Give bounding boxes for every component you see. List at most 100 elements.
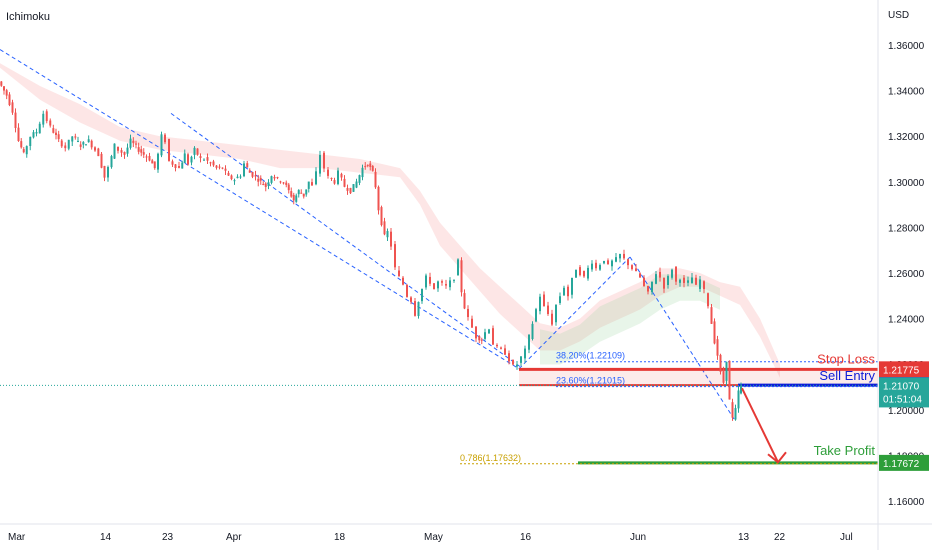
candle-body bbox=[575, 269, 577, 278]
candle-body bbox=[270, 176, 273, 183]
candle-body bbox=[414, 301, 416, 316]
candle-body bbox=[386, 231, 389, 238]
candle-body bbox=[512, 359, 514, 365]
candle-body bbox=[524, 348, 526, 359]
price-badge bbox=[879, 361, 929, 378]
candle-body bbox=[38, 123, 41, 134]
candle-body bbox=[71, 136, 74, 142]
candle-body bbox=[123, 152, 126, 155]
candle-body bbox=[60, 140, 63, 147]
candle-body bbox=[340, 173, 343, 178]
candle-body bbox=[734, 408, 737, 420]
candle-body bbox=[315, 171, 317, 185]
candle-body bbox=[145, 156, 148, 158]
time-tick-label: Jul bbox=[840, 532, 853, 543]
candle-body bbox=[346, 188, 349, 191]
candle-body bbox=[349, 187, 352, 194]
indicator-title: Ichimoku bbox=[6, 11, 50, 23]
candle-body bbox=[595, 262, 597, 269]
candle-body bbox=[713, 321, 716, 344]
candle-body bbox=[140, 149, 143, 153]
candle-body bbox=[369, 163, 372, 167]
candle-body bbox=[174, 164, 177, 168]
trendlines bbox=[0, 49, 735, 420]
time-tick-label: 23 bbox=[162, 532, 174, 543]
candle-body bbox=[300, 192, 303, 194]
candle-body bbox=[478, 336, 481, 341]
candle-body bbox=[539, 296, 541, 312]
candle-body bbox=[103, 165, 106, 178]
candle-body bbox=[257, 178, 260, 182]
candle-body bbox=[587, 267, 589, 279]
candle-body bbox=[94, 147, 96, 151]
candle-body bbox=[603, 260, 605, 264]
candle-body bbox=[647, 286, 649, 292]
candle-body bbox=[254, 175, 257, 177]
candle-body bbox=[3, 86, 5, 91]
candle-body bbox=[383, 221, 386, 235]
candle-body bbox=[110, 156, 113, 168]
candle-body bbox=[181, 162, 184, 169]
candle-body bbox=[543, 294, 545, 307]
candle-body bbox=[218, 166, 221, 168]
candle-body bbox=[615, 257, 617, 262]
candle-body bbox=[460, 260, 463, 293]
cloud-bullish bbox=[540, 274, 720, 365]
candle-body bbox=[619, 253, 621, 259]
candle-body bbox=[358, 175, 361, 183]
candle-body bbox=[484, 332, 486, 339]
candle-body bbox=[429, 276, 431, 284]
time-axis[interactable]: Mar 14 23 Apr 18 May 16 Jun 13 22 Jul bbox=[8, 532, 853, 543]
candle-body bbox=[707, 293, 709, 307]
candle-body bbox=[32, 132, 35, 138]
candle-body bbox=[406, 285, 408, 297]
candle-body bbox=[251, 172, 254, 177]
fib-label: 0.786(1.17632) bbox=[460, 453, 521, 463]
candle-body bbox=[227, 172, 230, 176]
ichimoku-cloud bbox=[0, 63, 780, 378]
candle-body bbox=[728, 360, 731, 400]
candle-body bbox=[337, 170, 339, 185]
candle-body bbox=[279, 181, 282, 183]
candle-body bbox=[183, 153, 186, 163]
candle-body bbox=[160, 134, 163, 156]
candle-body bbox=[627, 259, 629, 266]
candle-body bbox=[20, 141, 23, 148]
candle-body bbox=[282, 182, 285, 184]
price-tick-label: 1.26000 bbox=[888, 269, 925, 280]
candle-body bbox=[457, 259, 459, 276]
candle-body bbox=[722, 371, 725, 383]
candle-body bbox=[364, 166, 367, 168]
candle-body bbox=[5, 90, 8, 96]
candle-body bbox=[100, 153, 103, 168]
candle-body bbox=[528, 334, 530, 350]
trendline bbox=[0, 49, 520, 370]
candle-body bbox=[290, 191, 293, 197]
candle-body bbox=[212, 161, 215, 166]
candle-body bbox=[209, 162, 212, 164]
candle-body bbox=[77, 140, 79, 142]
price-tick-label: 1.34000 bbox=[888, 87, 925, 98]
stop-loss-zone bbox=[519, 369, 878, 386]
candle-body bbox=[551, 313, 553, 325]
candle-body bbox=[410, 297, 412, 302]
level-label: Sell Entry bbox=[819, 368, 875, 383]
candle-body bbox=[667, 276, 669, 285]
candle-body bbox=[663, 277, 665, 289]
price-badge-label: 1.21775 bbox=[883, 365, 920, 376]
candle-body bbox=[243, 163, 245, 177]
candle-body bbox=[117, 146, 119, 151]
candle-body bbox=[703, 281, 705, 290]
candle-body bbox=[508, 353, 510, 362]
time-tick-label: 13 bbox=[738, 532, 750, 543]
candle-body bbox=[230, 175, 233, 180]
time-tick-label: 16 bbox=[520, 532, 532, 543]
candle-body bbox=[463, 293, 466, 309]
candle-body bbox=[206, 157, 209, 161]
candle-body bbox=[29, 136, 32, 146]
candle-body bbox=[671, 269, 673, 278]
candle-body bbox=[371, 165, 374, 171]
candle-body bbox=[224, 168, 227, 171]
